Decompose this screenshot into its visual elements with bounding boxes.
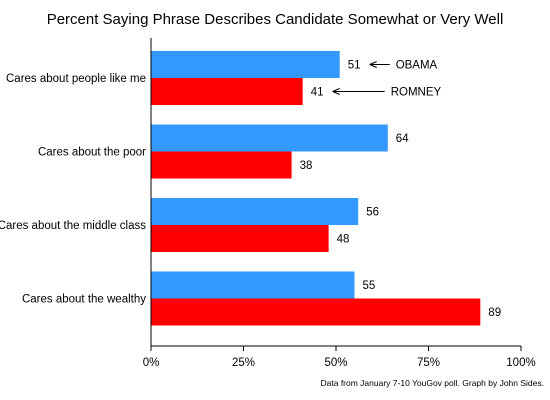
legend-label-obama: OBAMA bbox=[396, 60, 438, 72]
category-label-cares-about-the-poor: Cares about the poor bbox=[38, 147, 146, 159]
value-label-romney-cares-about-the-poor: 38 bbox=[300, 160, 313, 172]
value-label-romney-cares-about-the-middle-class: 48 bbox=[337, 234, 350, 246]
value-label-obama-cares-about-the-poor: 64 bbox=[396, 133, 409, 145]
category-label-cares-about-people-like-me: Cares about people like me bbox=[6, 73, 146, 85]
value-label-obama-cares-about-the-middle-class: 56 bbox=[366, 207, 379, 219]
value-label-obama-cares-about-the-wealthy: 55 bbox=[363, 280, 376, 292]
bar-obama-cares-about-the-middle-class bbox=[151, 198, 359, 225]
value-label-obama-cares-about-people-like-me: 51 bbox=[348, 60, 361, 72]
value-label-romney-cares-about-the-wealthy: 89 bbox=[488, 307, 501, 319]
x-tick-label-75: 75% bbox=[417, 357, 440, 369]
category-label-cares-about-the-wealthy: Cares about the wealthy bbox=[22, 294, 146, 306]
legend-label-romney: ROMNEY bbox=[391, 87, 442, 99]
bar-romney-cares-about-the-middle-class bbox=[151, 225, 329, 252]
bar-obama-cares-about-the-poor bbox=[151, 124, 388, 152]
legend: OBAMA ROMNEY bbox=[332, 60, 442, 99]
bars-layer bbox=[151, 51, 481, 326]
legend-arrowhead-romney bbox=[332, 88, 340, 95]
legend-arrowhead-obama bbox=[369, 61, 377, 68]
x-tick-label-50: 50% bbox=[324, 357, 347, 369]
value-label-romney-cares-about-people-like-me: 41 bbox=[311, 87, 324, 99]
x-tick-label-25: 25% bbox=[232, 357, 255, 369]
bar-obama-cares-about-people-like-me bbox=[151, 51, 340, 78]
bar-romney-cares-about-the-poor bbox=[151, 151, 292, 179]
x-tick-label-0: 0% bbox=[143, 357, 160, 369]
chart-title: Percent Saying Phrase Describes Candidat… bbox=[47, 11, 504, 28]
bar-obama-cares-about-the-wealthy bbox=[151, 271, 355, 299]
x-tick-label-100: 100% bbox=[506, 357, 535, 369]
category-label-cares-about-the-middle-class: Cares about the middle class bbox=[0, 220, 146, 232]
bar-romney-cares-about-people-like-me bbox=[151, 78, 303, 105]
bar-romney-cares-about-the-wealthy bbox=[151, 298, 481, 326]
labels-layer: 51 41 Cares about people like me 64 38 Cares … bbox=[0, 60, 501, 320]
source-note: Data from January 7-10 YouGov poll. Grap… bbox=[321, 378, 545, 388]
x-axis: 0% 25% 50% 75% 100% bbox=[143, 38, 536, 369]
